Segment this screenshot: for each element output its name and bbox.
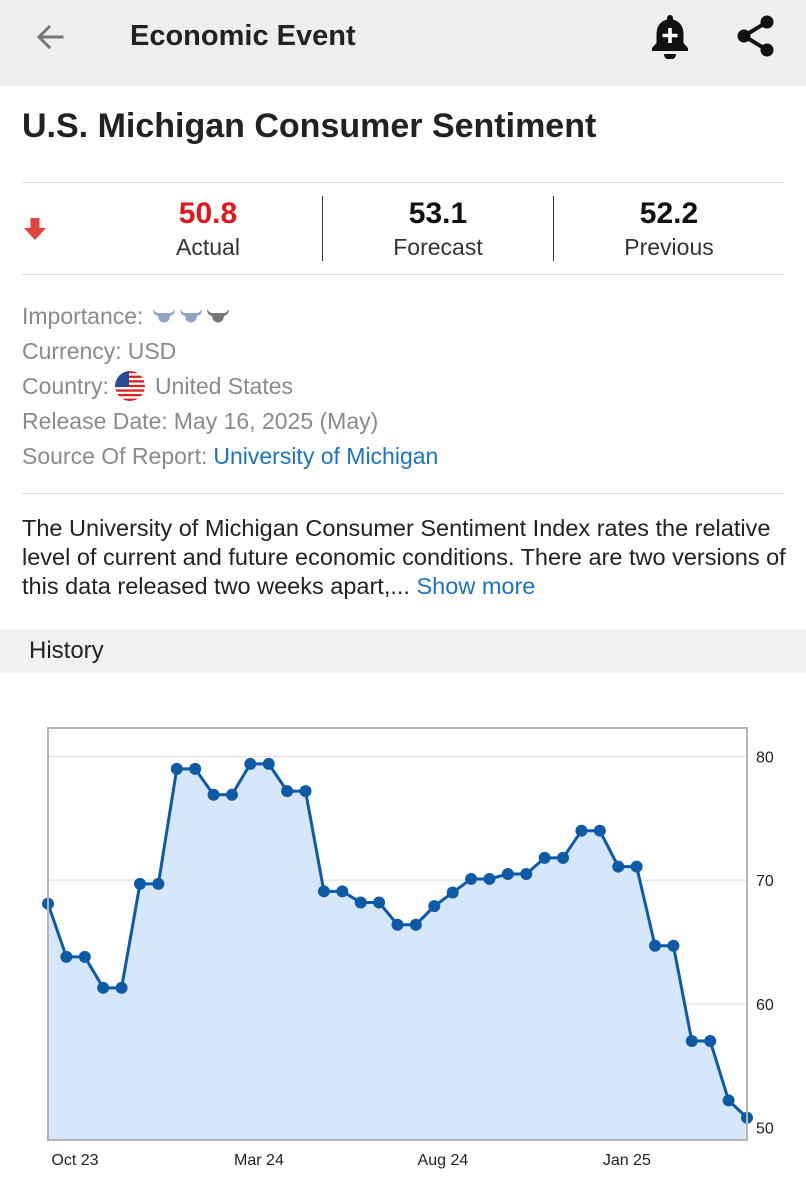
divider: [22, 182, 784, 183]
country-row: Country: United States: [22, 368, 438, 403]
data-point: [373, 896, 386, 909]
currency-value: USD: [127, 337, 177, 364]
forecast-label: Forecast: [393, 234, 483, 260]
description-text: The University of Michigan Consumer Sent…: [22, 515, 786, 599]
data-point: [465, 872, 478, 885]
previous-stat: 52.2 Previous: [554, 196, 784, 262]
event-details: Importance: Currency: USD Country:: [22, 298, 438, 473]
history-chart: 50 60 70 80 Oct 23 Mar 24 Aug 24 Jan 25: [42, 727, 774, 1169]
data-point: [649, 939, 662, 952]
divider: [22, 493, 784, 494]
us-flag-icon: [114, 370, 145, 401]
data-point: [630, 860, 643, 873]
back-button[interactable]: [22, 14, 78, 60]
data-point: [317, 885, 330, 898]
data-point: [391, 918, 404, 931]
y-tick-label: 70: [756, 873, 774, 890]
x-tick-label: Mar 24: [234, 1152, 284, 1169]
data-point: [115, 981, 128, 994]
forecast-value: 53.1: [408, 197, 468, 230]
currency-label: Currency:: [22, 337, 122, 364]
data-point: [538, 851, 551, 864]
actual-stat: 50.8 Actual: [93, 196, 323, 262]
x-tick-label: Oct 23: [51, 1152, 98, 1169]
data-point: [225, 788, 238, 801]
data-point: [593, 824, 606, 837]
data-point: [409, 918, 422, 931]
data-point: [575, 824, 588, 837]
arrow-left-icon: [36, 24, 64, 50]
data-point: [170, 762, 183, 775]
history-section-header: History: [0, 629, 806, 673]
y-tick-label: 80: [756, 749, 774, 766]
data-point: [354, 896, 367, 909]
data-point: [262, 757, 275, 770]
data-point: [520, 867, 533, 880]
arrow-down-icon: [24, 218, 46, 240]
x-tick-label: Jan 25: [603, 1152, 651, 1169]
actual-label: Actual: [176, 234, 240, 260]
data-point: [501, 867, 514, 880]
bell-plus-icon: [652, 15, 688, 59]
app-bar: Economic Event: [0, 0, 806, 86]
event-title: U.S. Michigan Consumer Sentiment: [22, 107, 597, 145]
divider: [22, 274, 784, 275]
currency-row: Currency: USD: [22, 333, 438, 368]
previous-label: Previous: [624, 234, 714, 260]
app-bar-title: Economic Event: [130, 20, 356, 52]
series-area: [48, 763, 747, 1140]
data-point: [667, 939, 680, 952]
actual-value: 50.8: [178, 197, 238, 230]
data-point: [189, 762, 202, 775]
importance-rating: [149, 307, 230, 325]
share-icon: [737, 15, 774, 57]
data-point: [78, 950, 91, 963]
stat-separator: [322, 196, 323, 261]
bull-icon: [180, 308, 203, 322]
data-point: [152, 877, 165, 890]
country-value: United States: [154, 372, 294, 399]
release-date-value: May 16, 2025 (May): [173, 407, 379, 434]
data-point: [281, 785, 294, 798]
data-point: [336, 885, 349, 898]
data-point: [60, 950, 73, 963]
source-row: Source Of Report: University of Michigan: [22, 438, 438, 473]
history-title: History: [29, 637, 104, 664]
data-point: [244, 757, 257, 770]
event-description: The University of Michigan Consumer Sent…: [22, 514, 792, 601]
importance-row: Importance:: [22, 298, 438, 333]
y-tick-label: 60: [756, 997, 774, 1014]
data-point: [483, 872, 496, 885]
importance-label: Importance:: [22, 302, 144, 329]
data-point: [97, 981, 110, 994]
source-link[interactable]: University of Michigan: [213, 442, 439, 469]
data-point: [612, 860, 625, 873]
previous-value: 52.2: [639, 197, 699, 230]
data-point: [299, 785, 312, 798]
release-date-label: Release Date:: [22, 407, 168, 434]
data-point: [557, 851, 570, 864]
release-date-row: Release Date: May 16, 2025 (May): [22, 403, 438, 438]
country-label: Country:: [22, 372, 109, 399]
bull-icon: [153, 308, 176, 322]
data-point: [133, 877, 146, 890]
data-point: [685, 1035, 698, 1048]
bull-icon: [207, 308, 230, 322]
plot-frame: [47, 727, 748, 1141]
x-tick-label: Aug 24: [418, 1152, 469, 1169]
data-point: [428, 900, 441, 913]
forecast-stat: 53.1 Forecast: [323, 196, 553, 262]
add-alert-button[interactable]: [645, 11, 695, 61]
y-tick-label: 50: [756, 1121, 774, 1138]
stat-separator: [553, 196, 554, 261]
source-label: Source Of Report:: [22, 442, 208, 469]
data-point: [446, 886, 459, 899]
data-point: [207, 788, 220, 801]
data-point: [704, 1035, 717, 1048]
show-more-link[interactable]: Show more: [416, 573, 536, 599]
data-point: [722, 1094, 735, 1107]
share-button[interactable]: [731, 11, 781, 61]
